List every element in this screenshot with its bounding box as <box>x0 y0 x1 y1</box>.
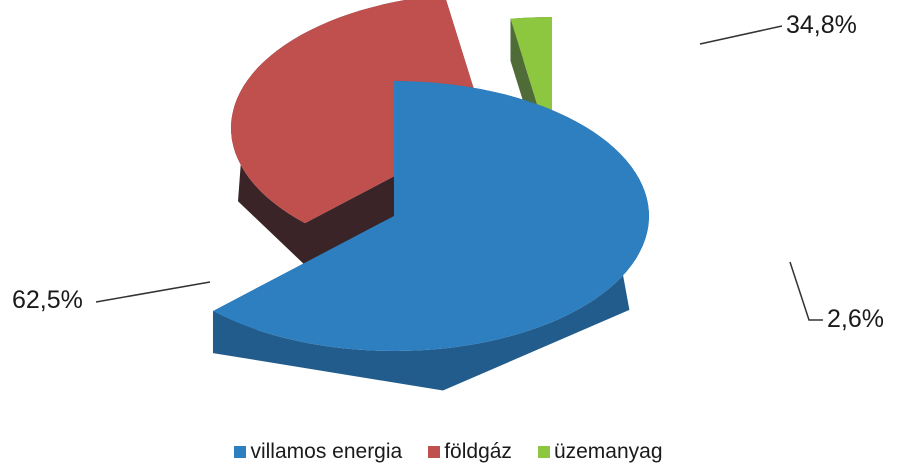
legend-label-villamos-energia: villamos energia <box>250 440 403 463</box>
legend-label-uzemanyag: üzemanyag <box>553 440 663 463</box>
pie-slice-villamos-energia <box>212 81 649 391</box>
legend-item-villamos-energia: villamos energia <box>234 440 402 464</box>
legend-swatch-foldgaz <box>428 446 441 458</box>
leader-line-uzemanyag <box>789 261 823 321</box>
leader-line-villamos-energia <box>95 281 211 303</box>
legend-swatch-uzemanyag <box>537 446 550 458</box>
pie-slice-top-foldgaz <box>231 0 486 224</box>
legend-item-uzemanyag: üzemanyag <box>537 440 663 464</box>
legend-label-foldgaz: földgáz <box>444 440 512 463</box>
pie-slice-top-villamos-energia <box>213 81 649 351</box>
data-label-uzemanyag: 2,6% <box>827 305 884 333</box>
legend: villamos energia földgáz üzemanyag <box>0 440 897 464</box>
legend-swatch-villamos-energia <box>234 446 247 458</box>
data-label-foldgaz: 34,8% <box>786 11 857 39</box>
data-label-villamos-energia: 62,5% <box>12 286 83 314</box>
legend-item-foldgaz: földgáz <box>428 440 512 464</box>
leader-line-foldgaz <box>699 25 783 45</box>
